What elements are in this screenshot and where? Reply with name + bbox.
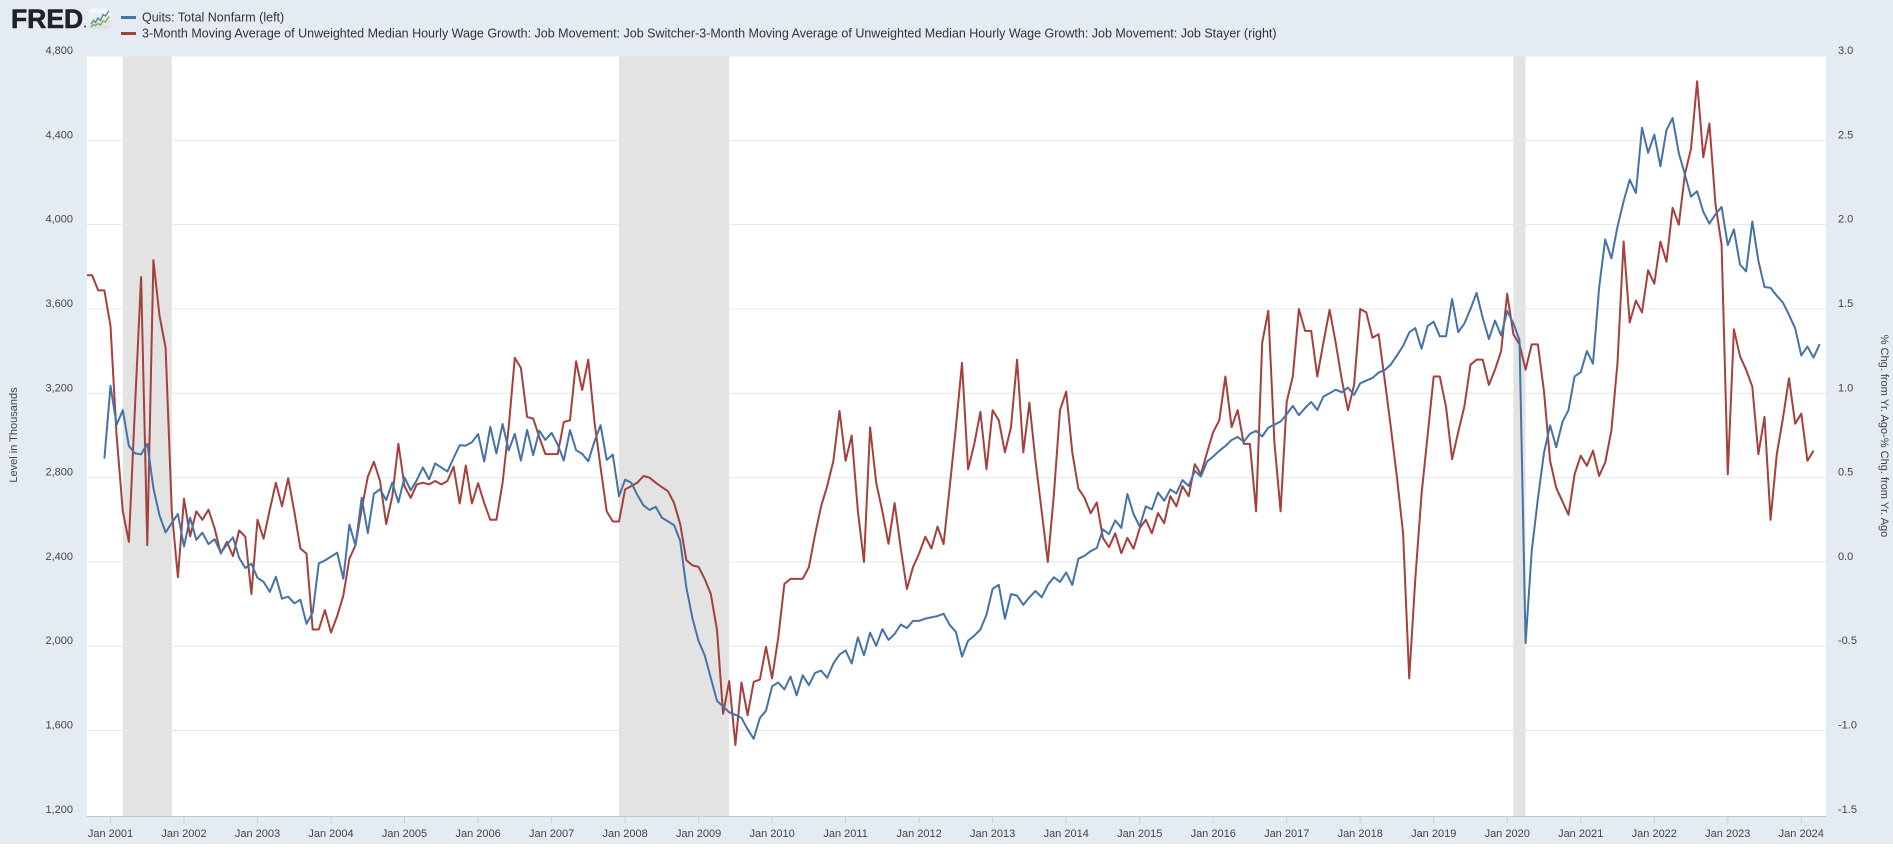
svg-text:-1.0: -1.0: [1838, 720, 1857, 732]
svg-text:Jan 2004: Jan 2004: [308, 828, 353, 840]
svg-text:0.5: 0.5: [1838, 467, 1853, 479]
svg-text:Quits: Total Nonfarm (left): Quits: Total Nonfarm (left): [142, 11, 284, 25]
svg-text:Jan 2018: Jan 2018: [1338, 828, 1383, 840]
svg-text:Jan 2005: Jan 2005: [382, 828, 427, 840]
svg-text:1,600: 1,600: [45, 720, 73, 732]
svg-text:Jan 2013: Jan 2013: [970, 828, 1015, 840]
svg-text:Jan 2022: Jan 2022: [1632, 828, 1677, 840]
svg-text:Jan 2011: Jan 2011: [823, 828, 867, 840]
svg-text:Jan 2007: Jan 2007: [529, 828, 574, 840]
svg-text:Jan 2014: Jan 2014: [1044, 828, 1089, 840]
svg-text:4,800: 4,800: [45, 45, 73, 57]
svg-text:Jan 2017: Jan 2017: [1264, 828, 1309, 840]
svg-text:Jan 2016: Jan 2016: [1191, 828, 1236, 840]
svg-text:Jan 2003: Jan 2003: [235, 828, 280, 840]
svg-text:3,200: 3,200: [45, 382, 73, 394]
svg-text:1.5: 1.5: [1838, 298, 1853, 310]
svg-text:Jan 2015: Jan 2015: [1117, 828, 1162, 840]
svg-text:3-Month Moving Average of Unwe: 3-Month Moving Average of Unweighted Med…: [142, 27, 1277, 41]
svg-text:Jan 2024: Jan 2024: [1779, 828, 1824, 840]
svg-text:Jan 2020: Jan 2020: [1485, 828, 1530, 840]
svg-text:Jan 2023: Jan 2023: [1705, 828, 1750, 840]
svg-text:3.0: 3.0: [1838, 45, 1853, 57]
svg-text:Level in Thousands: Level in Thousands: [8, 387, 20, 483]
svg-text:FRED: FRED: [11, 4, 83, 34]
svg-text:-1.5: -1.5: [1838, 804, 1857, 816]
svg-text:Jan 2021: Jan 2021: [1558, 828, 1603, 840]
svg-text:-0.5: -0.5: [1838, 635, 1857, 647]
svg-text:4,400: 4,400: [45, 129, 73, 141]
svg-text:% Chg. from Yr. Ago-% Chg. fro: % Chg. from Yr. Ago-% Chg. from Yr. Ago: [1878, 335, 1890, 538]
svg-text:2.0: 2.0: [1838, 214, 1853, 226]
svg-text:2,800: 2,800: [45, 467, 73, 479]
svg-text:1,200: 1,200: [45, 804, 73, 816]
svg-text:Jan 2002: Jan 2002: [161, 828, 206, 840]
svg-text:Jan 2006: Jan 2006: [455, 828, 500, 840]
svg-text:2,400: 2,400: [45, 551, 73, 563]
svg-text:Jan 2009: Jan 2009: [676, 828, 721, 840]
svg-text:Jan 2010: Jan 2010: [749, 828, 794, 840]
svg-text:0.0: 0.0: [1838, 551, 1853, 563]
svg-text:Jan 2008: Jan 2008: [602, 828, 647, 840]
svg-text:4,000: 4,000: [45, 214, 73, 226]
svg-text:Jan 2012: Jan 2012: [896, 828, 941, 840]
svg-text:3,600: 3,600: [45, 298, 73, 310]
svg-text:2,000: 2,000: [45, 635, 73, 647]
svg-text:Jan 2019: Jan 2019: [1411, 828, 1456, 840]
svg-text:Jan 2001: Jan 2001: [88, 828, 133, 840]
svg-text:1.0: 1.0: [1838, 382, 1853, 394]
svg-text:2.5: 2.5: [1838, 129, 1853, 141]
